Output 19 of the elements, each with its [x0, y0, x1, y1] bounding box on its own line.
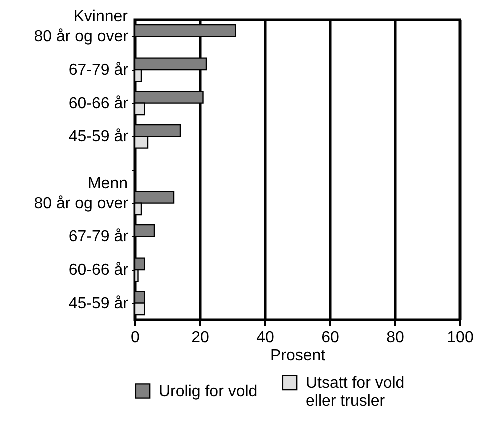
- legend-label: Urolig for vold: [159, 383, 258, 400]
- legend-label: Utsatt for vold eller trusler: [306, 375, 405, 410]
- x-tick-label: 60: [322, 330, 340, 346]
- y-tick-label: 60-66 år: [68, 262, 130, 279]
- y-tick-label: 67-79 år: [68, 62, 130, 79]
- text: Menn: [88, 175, 128, 192]
- y-tick-label: 80 år og over: [34, 195, 130, 212]
- text: Kvinner: [74, 8, 129, 26]
- y-tick-label: 67-79 år: [68, 228, 130, 246]
- x-tick-label: 20: [192, 330, 210, 346]
- y-tick-label: 80 år og over: [34, 28, 130, 46]
- x-tick-label: 0: [131, 330, 140, 346]
- y-tick-label: 60-66 år: [68, 95, 130, 112]
- x-tick-label: 80: [386, 330, 404, 346]
- x-tick-label: 100: [447, 330, 474, 346]
- y-tick-label: 45-59 år: [68, 128, 130, 146]
- x-axis-title: Prosent: [270, 348, 326, 364]
- y-tick-label: 45-59 år: [68, 295, 130, 312]
- x-tick-label: 40: [256, 330, 274, 346]
